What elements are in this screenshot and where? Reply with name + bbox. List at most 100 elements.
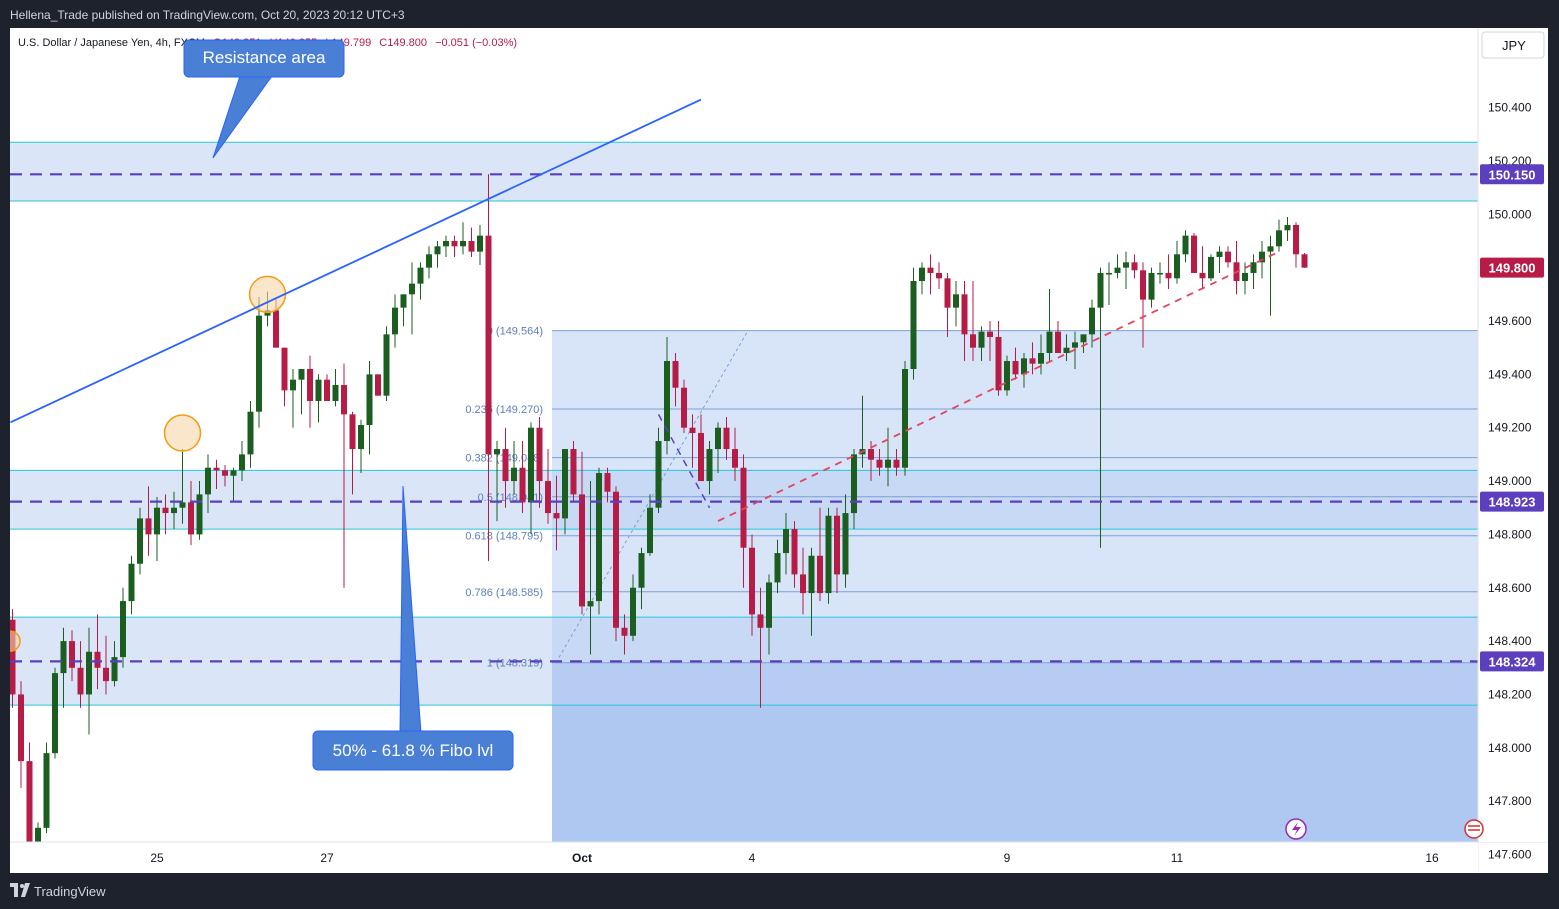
candle-body xyxy=(783,529,789,554)
candle xyxy=(69,630,75,682)
lightning-icon[interactable] xyxy=(1285,818,1307,840)
price-label-text: 148.923 xyxy=(1489,495,1536,510)
candle-body xyxy=(1097,272,1104,308)
candle-body xyxy=(528,427,534,503)
candle xyxy=(842,494,849,588)
candle xyxy=(1301,252,1308,268)
currency-button[interactable] xyxy=(1481,31,1545,59)
candle-body xyxy=(978,331,985,348)
candle-body xyxy=(944,278,951,308)
candle xyxy=(94,614,101,690)
highlight-circle xyxy=(10,630,21,652)
candle-body xyxy=(468,240,475,252)
candle xyxy=(307,355,313,428)
candle xyxy=(927,254,934,295)
candle xyxy=(647,494,653,556)
candle-body xyxy=(664,361,670,442)
candle xyxy=(468,227,475,257)
candle-body xyxy=(494,449,500,455)
candle xyxy=(851,449,857,530)
candle-body xyxy=(332,385,339,402)
candle-body xyxy=(77,667,84,695)
candle-body xyxy=(868,449,874,460)
publisher-bar: Hellena_Trade published on TradingView.c… xyxy=(0,0,1559,28)
price-tick-label: 148.200 xyxy=(1488,687,1532,701)
candle xyxy=(145,486,152,556)
candle-body xyxy=(18,694,24,762)
candle xyxy=(545,449,551,524)
candle-body xyxy=(451,240,458,247)
candle xyxy=(681,379,687,434)
candle xyxy=(562,449,568,535)
time-tick-label: 9 xyxy=(1004,851,1011,865)
time-axis[interactable]: 2527Oct491116182325 xyxy=(10,843,1548,873)
candle xyxy=(477,224,483,265)
candle-body xyxy=(715,427,721,450)
candle-body xyxy=(774,553,781,583)
candle-body xyxy=(672,361,679,388)
candle-body xyxy=(791,529,798,575)
candle-body xyxy=(137,518,143,564)
price-tick-label: 148.800 xyxy=(1488,527,1532,541)
price-chart[interactable]: 0 (149.564)0.236 (149.270)0.382 (149.088… xyxy=(10,28,1548,873)
chart-panel[interactable]: 0 (149.564) 0.236 (149.270) 0.382 (149.088… xyxy=(10,28,1548,873)
candle xyxy=(120,587,126,668)
candle xyxy=(1242,262,1248,295)
fib-level-label: 0 (149.564) xyxy=(487,326,543,338)
plot-area[interactable]: 0 (149.564)0.236 (149.270)0.382 (149.088… xyxy=(10,98,1478,873)
candle-body xyxy=(655,441,662,508)
candle xyxy=(1174,240,1180,284)
candle xyxy=(672,353,679,407)
candle xyxy=(1165,254,1172,289)
candle xyxy=(332,369,339,407)
candle xyxy=(196,481,203,540)
candle xyxy=(1080,334,1087,354)
candle-body xyxy=(145,518,152,535)
candle xyxy=(1225,246,1231,268)
candle-body xyxy=(1046,331,1053,354)
candle-body xyxy=(987,331,993,338)
candle-body xyxy=(817,555,823,594)
candle-body xyxy=(52,673,58,754)
candle xyxy=(596,467,602,615)
candle-body xyxy=(477,235,483,252)
candle-body xyxy=(1080,334,1087,343)
candle xyxy=(247,401,254,468)
candle xyxy=(511,441,517,495)
candle-body xyxy=(1250,262,1257,273)
candle-body xyxy=(766,582,772,628)
candle xyxy=(910,267,917,380)
candle-body xyxy=(281,347,288,391)
candle xyxy=(723,417,730,460)
fib-level-label: 1 (148.319) xyxy=(487,658,543,670)
candle-body xyxy=(1140,270,1146,300)
price-axis[interactable]: 150.400150.200150.000149.800149.600149.4… xyxy=(1479,28,1548,862)
candle xyxy=(1004,355,1010,396)
candle-body xyxy=(953,294,959,308)
candle-body xyxy=(26,761,33,842)
fibo-label: 50% - 61.8 % Fibo lvl xyxy=(333,741,494,760)
fibo-callout: 50% - 61.8 % Fibo lvl xyxy=(312,485,514,771)
candle-body xyxy=(698,433,704,482)
candle-body xyxy=(358,425,364,450)
time-tick-label: 4 xyxy=(749,851,756,865)
candle xyxy=(1089,299,1095,348)
flag-icon[interactable] xyxy=(1464,819,1484,839)
candle-body xyxy=(1114,267,1121,273)
candle-body xyxy=(732,449,738,468)
candle-body xyxy=(1225,251,1231,263)
candle-body xyxy=(995,337,1002,391)
candle-body xyxy=(375,374,381,396)
candle xyxy=(987,321,993,362)
candle-body xyxy=(273,310,279,348)
candle-body xyxy=(902,369,908,468)
legend-close: C149.800 xyxy=(379,37,427,49)
candle xyxy=(400,294,407,327)
candle xyxy=(970,280,976,362)
candle-body xyxy=(706,449,713,482)
price-label-badge xyxy=(1480,257,1544,278)
price-axis-bg xyxy=(1479,28,1548,842)
candle xyxy=(43,742,50,834)
candle-body xyxy=(205,467,211,495)
candle xyxy=(766,574,772,655)
